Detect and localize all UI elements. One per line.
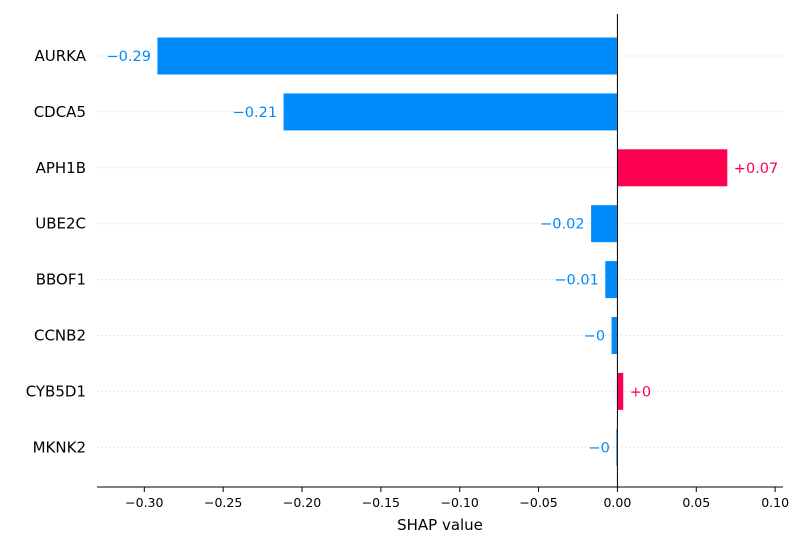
bars <box>156 36 729 467</box>
category-labels: AURKA CDCA5 APH1B UBE2C BBOF1 CCNB2 CYB5D1 MKNK… <box>26 47 87 456</box>
x-tick-label: 0.00 <box>603 495 631 510</box>
bar-ube2c <box>590 204 618 244</box>
x-axis: −0.30 −0.25 −0.20 −0.15 −0.10 −0.05 0.00 0.05 0.… <box>97 486 789 510</box>
value-label-cdca5: −0.21 <box>233 105 277 121</box>
x-tick-label: −0.25 <box>204 495 242 510</box>
category-label-cyb5d1: CYB5D1 <box>26 382 86 400</box>
x-tick-label: 0.05 <box>682 495 710 510</box>
value-label-ube2c: −0.02 <box>540 217 584 233</box>
value-label-bbof1: −0.01 <box>554 273 598 289</box>
category-label-ube2c: UBE2C <box>35 215 86 233</box>
bar-aurka <box>156 36 618 76</box>
bar-ccnb2 <box>610 316 618 355</box>
x-axis-label: SHAP value <box>397 516 483 534</box>
value-labels: −0.29 −0.21 +0.07 −0.02 −0.01 −0 +0 −0 <box>106 49 778 456</box>
category-label-cdca5: CDCA5 <box>34 103 86 121</box>
category-label-aph1b: APH1B <box>36 159 86 177</box>
x-tick-label: −0.10 <box>441 495 479 510</box>
category-label-bbof1: BBOF1 <box>36 271 86 289</box>
bar-cdca5 <box>282 92 618 132</box>
value-label-aph1b: +0.07 <box>734 161 778 177</box>
x-tick-label: 0.10 <box>761 495 789 510</box>
x-tick-label: −0.15 <box>362 495 400 510</box>
category-label-ccnb2: CCNB2 <box>34 327 86 345</box>
value-label-cyb5d1: +0 <box>630 384 651 400</box>
value-label-aurka: −0.29 <box>106 49 150 65</box>
bar-aph1b <box>616 148 729 188</box>
bar-cyb5d1 <box>616 371 625 411</box>
value-label-ccnb2: −0 <box>584 329 605 345</box>
x-tick-label: −0.05 <box>519 495 557 510</box>
value-label-mknk2: −0 <box>588 440 609 456</box>
category-label-mknk2: MKNK2 <box>33 438 86 456</box>
x-tick-label: −0.20 <box>283 495 321 510</box>
x-tick-label: −0.30 <box>125 495 163 510</box>
bar-bbof1 <box>604 260 618 300</box>
category-label-aurka: AURKA <box>35 47 87 65</box>
